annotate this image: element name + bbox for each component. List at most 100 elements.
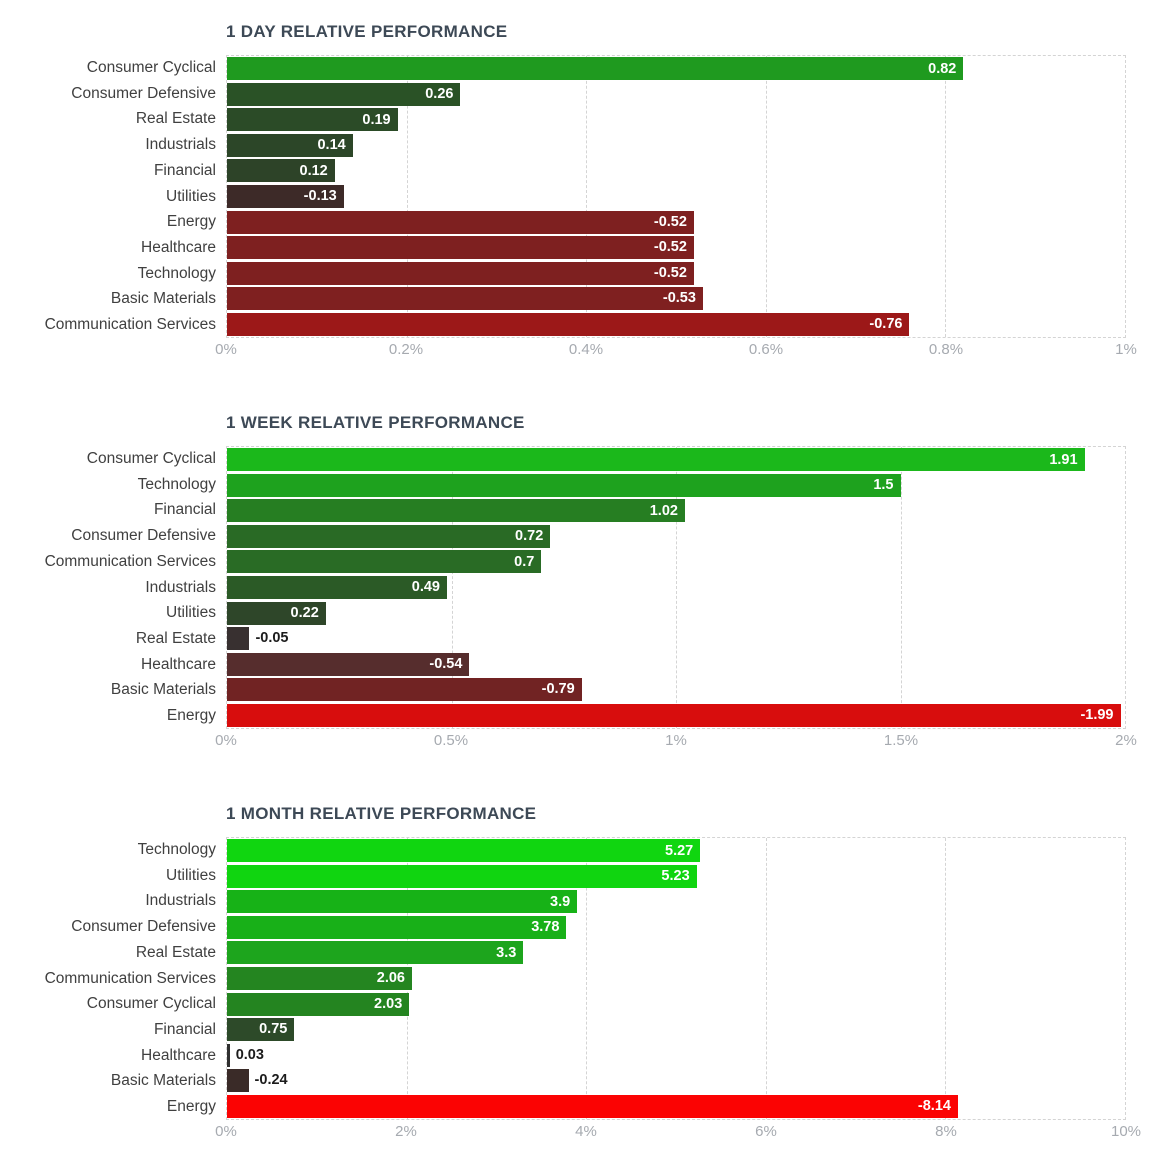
x-tick-label: 0.5%: [433, 732, 469, 749]
bar: -0.52: [227, 236, 694, 260]
plot-area: 0.82 0.26 0.19 0.14 0.12 -0.13 -0.52 -0.52 -0.52…: [226, 55, 1126, 338]
bar-row: -0.54: [227, 651, 1125, 677]
bar-row: 0.82: [227, 56, 1125, 82]
bar-row: -0.05: [227, 626, 1125, 652]
value-label: 0.49: [411, 579, 440, 596]
category-label: Financial: [153, 1021, 216, 1038]
category-label: Communication Services: [44, 552, 216, 570]
category-label: Technology: [137, 264, 216, 282]
gridline: [586, 838, 588, 1119]
x-tick-label: 0.4%: [568, 341, 604, 358]
bar-row: 3.9: [227, 889, 1125, 915]
gridline: [676, 447, 677, 728]
category-label: Technology: [137, 840, 216, 858]
category-label: Industrials: [145, 578, 216, 596]
value-label: 0.72: [515, 528, 544, 545]
value-label: 0.19: [362, 111, 391, 128]
x-tick-label: 1%: [665, 732, 687, 749]
bar-row: 0.75: [227, 1017, 1125, 1043]
category-label: Consumer Cyclical: [86, 449, 216, 467]
chart-body: Consumer Cyclical Consumer Defensive Real …: [0, 55, 1149, 338]
category-label: Consumer Cyclical: [86, 58, 216, 76]
bar-row: 0.49: [227, 575, 1125, 601]
value-label: 2.03: [374, 995, 403, 1012]
category-label: Healthcare: [141, 1046, 216, 1064]
bar: 3.78: [227, 915, 567, 939]
value-label: 0.75: [259, 1021, 288, 1038]
value-label: -0.52: [653, 213, 687, 230]
plot-area: 5.27 5.23 3.9 3.78 3.3 2.06 2.03 0.75 0.03 -0.24 -…: [226, 837, 1126, 1120]
chart-1-month-relative-performance: 1 MONTH RELATIVE PERFORMANCE Technology U…: [0, 803, 1149, 1140]
bar: 0.72: [227, 524, 551, 548]
category-label: Basic Materials: [110, 290, 216, 308]
bar: 5.27: [227, 839, 701, 863]
gridline: [765, 838, 767, 1119]
bar: 3.9: [227, 890, 578, 914]
bar: -8.14: [227, 1094, 958, 1118]
category-label: Real Estate: [135, 943, 216, 961]
category-label: Basic Materials: [110, 1072, 216, 1090]
x-tick-label: 0%: [215, 1123, 237, 1140]
chart-title: 1 DAY RELATIVE PERFORMANCE: [226, 22, 508, 41]
x-tick-label: 0.2%: [388, 341, 424, 358]
category-label: Energy: [166, 707, 216, 725]
value-label: -0.52: [653, 264, 687, 281]
x-tick-label: 2%: [395, 1123, 417, 1140]
bar-row: 5.27: [227, 838, 1125, 864]
chart-1-day-relative-performance: 1 DAY RELATIVE PERFORMANCE Consumer Cycl…: [0, 21, 1149, 358]
bar-row: 3.78: [227, 915, 1125, 941]
value-label: 0.7: [514, 553, 535, 570]
bar-row: 2.03: [227, 991, 1125, 1017]
bar-row: 0.22: [227, 600, 1125, 626]
chart-title: 1 WEEK RELATIVE PERFORMANCE: [226, 413, 525, 432]
value-label: 0.26: [425, 86, 454, 103]
x-tick-label: 2%: [1115, 732, 1137, 749]
x-tick-label: 0.6%: [748, 341, 784, 358]
value-label: -8.14: [917, 1097, 951, 1114]
bar: [227, 1043, 230, 1067]
bar-row: 0.26: [227, 82, 1125, 108]
chart-1-week-relative-performance: 1 WEEK RELATIVE PERFORMANCE Consumer Cyc…: [0, 412, 1149, 749]
bar: -0.54: [227, 652, 470, 676]
bar-row: 5.23: [227, 864, 1125, 890]
value-label: 3.78: [531, 919, 560, 936]
bar-row: -0.76: [227, 311, 1125, 337]
value-label: 2.06: [376, 970, 405, 987]
value-label: 1.91: [1049, 451, 1078, 468]
value-label: -0.05: [255, 630, 289, 647]
category-label: Real Estate: [135, 630, 216, 647]
value-label: 1.5: [873, 477, 894, 494]
bar: -0.76: [227, 312, 910, 336]
value-label: 5.23: [661, 868, 690, 885]
bar: 2.06: [227, 967, 412, 990]
category-label: Consumer Defensive: [71, 918, 216, 936]
bar-row: -0.79: [227, 677, 1125, 703]
x-tick-label: 8%: [935, 1123, 957, 1140]
bar-row: 3.3: [227, 940, 1125, 966]
value-label: 3.9: [550, 893, 571, 910]
category-label: Consumer Defensive: [71, 527, 216, 545]
x-tick-label: 6%: [755, 1123, 777, 1140]
bar: 3.3: [227, 941, 524, 965]
bar-row: -0.13: [227, 184, 1125, 210]
value-label: -1.99: [1080, 706, 1114, 723]
bar-row: 0.12: [227, 158, 1125, 184]
category-label: Healthcare: [141, 239, 216, 256]
bar-rows: 1.91 1.5 1.02 0.72 0.7 0.49 0.22 -0.05 -0.54 -0.7…: [227, 447, 1125, 728]
y-axis-labels: Technology Utilities Industrials Consumer D…: [0, 837, 226, 1120]
bar: 0.49: [227, 576, 447, 599]
x-tick-label: 0.8%: [928, 341, 964, 358]
value-label: -0.54: [429, 655, 463, 672]
bar: -1.99: [227, 703, 1121, 727]
value-label: -0.24: [254, 1072, 288, 1089]
bar: 5.23: [227, 864, 697, 888]
gridline: [900, 447, 902, 728]
bar: -0.79: [227, 678, 582, 702]
bar: 0.14: [227, 133, 353, 157]
bar: 0.82: [227, 57, 964, 81]
category-label: Industrials: [145, 892, 216, 910]
bar: [227, 1069, 249, 1093]
category-label: Consumer Defensive: [71, 84, 216, 102]
x-tick-label: 0%: [215, 732, 237, 749]
x-tick-label: 10%: [1110, 1123, 1142, 1140]
